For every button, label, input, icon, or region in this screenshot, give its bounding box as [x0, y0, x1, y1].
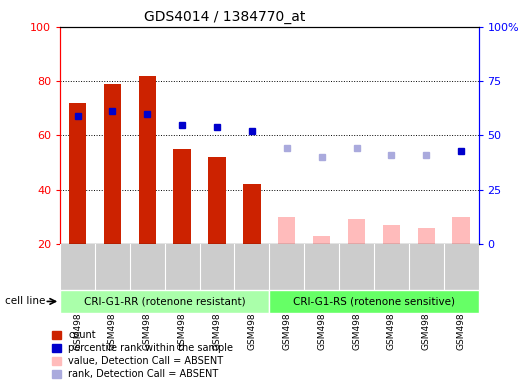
- Bar: [60, 290, 269, 313]
- Bar: [208, 157, 226, 244]
- Bar: [417, 228, 435, 244]
- Bar: [313, 236, 331, 244]
- Bar: [104, 84, 121, 244]
- Bar: [269, 290, 479, 313]
- Text: CRI-G1-RR (rotenone resistant): CRI-G1-RR (rotenone resistant): [84, 296, 246, 306]
- Bar: [139, 76, 156, 244]
- Bar: [348, 219, 365, 244]
- Text: CRI-G1-RS (rotenone sensitive): CRI-G1-RS (rotenone sensitive): [293, 296, 455, 306]
- Bar: [69, 103, 86, 244]
- Bar: [278, 217, 295, 244]
- Bar: [174, 149, 191, 244]
- Bar: [383, 225, 400, 244]
- Text: cell line: cell line: [5, 296, 46, 306]
- Bar: [243, 184, 260, 244]
- Text: GDS4014 / 1384770_at: GDS4014 / 1384770_at: [144, 10, 305, 23]
- Legend: count, percentile rank within the sample, value, Detection Call = ABSENT, rank, : count, percentile rank within the sample…: [52, 330, 233, 379]
- Bar: [452, 217, 470, 244]
